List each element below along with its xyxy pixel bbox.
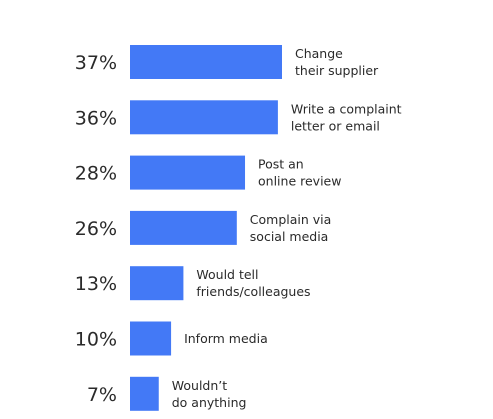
category-label: Post an online review xyxy=(258,157,341,189)
category-label-line: friends/colleagues xyxy=(196,284,310,299)
category-label: Complain via social media xyxy=(250,212,332,244)
category-label: Inform media xyxy=(184,331,268,346)
category-label-line: their supplier xyxy=(295,63,379,78)
value-label: 37% xyxy=(75,52,117,74)
category-label-line: Change xyxy=(295,46,343,61)
category-label: Change their supplier xyxy=(295,46,379,78)
bar xyxy=(130,45,282,79)
category-label-line: Inform media xyxy=(184,331,268,346)
category-label: Would tell friends/colleagues xyxy=(196,267,310,299)
value-label: 28% xyxy=(75,163,117,185)
category-label-line: Wouldn’t xyxy=(172,378,228,393)
value-label: 36% xyxy=(75,107,117,129)
category-label-line: Post an xyxy=(258,157,304,172)
bar xyxy=(130,321,172,356)
category-label-line: Complain via xyxy=(250,212,332,227)
value-label: 10% xyxy=(75,329,117,351)
category-label-line: social media xyxy=(250,229,329,244)
bar xyxy=(130,100,278,135)
value-label: 13% xyxy=(75,273,117,295)
bar xyxy=(130,210,237,245)
bar xyxy=(130,155,246,190)
category-label: Wouldn’t do anything xyxy=(172,378,247,410)
category-label: Write a complaint letter or email xyxy=(291,101,402,133)
value-label: 7% xyxy=(87,384,117,406)
category-label-line: Would tell xyxy=(196,267,258,282)
value-label: 26% xyxy=(75,218,117,240)
bar xyxy=(130,266,184,301)
category-label-line: letter or email xyxy=(291,118,380,133)
category-label-line: do anything xyxy=(172,395,247,410)
category-label-line: online review xyxy=(258,174,341,189)
category-label-line: Write a complaint xyxy=(291,101,402,116)
bar xyxy=(130,376,159,411)
